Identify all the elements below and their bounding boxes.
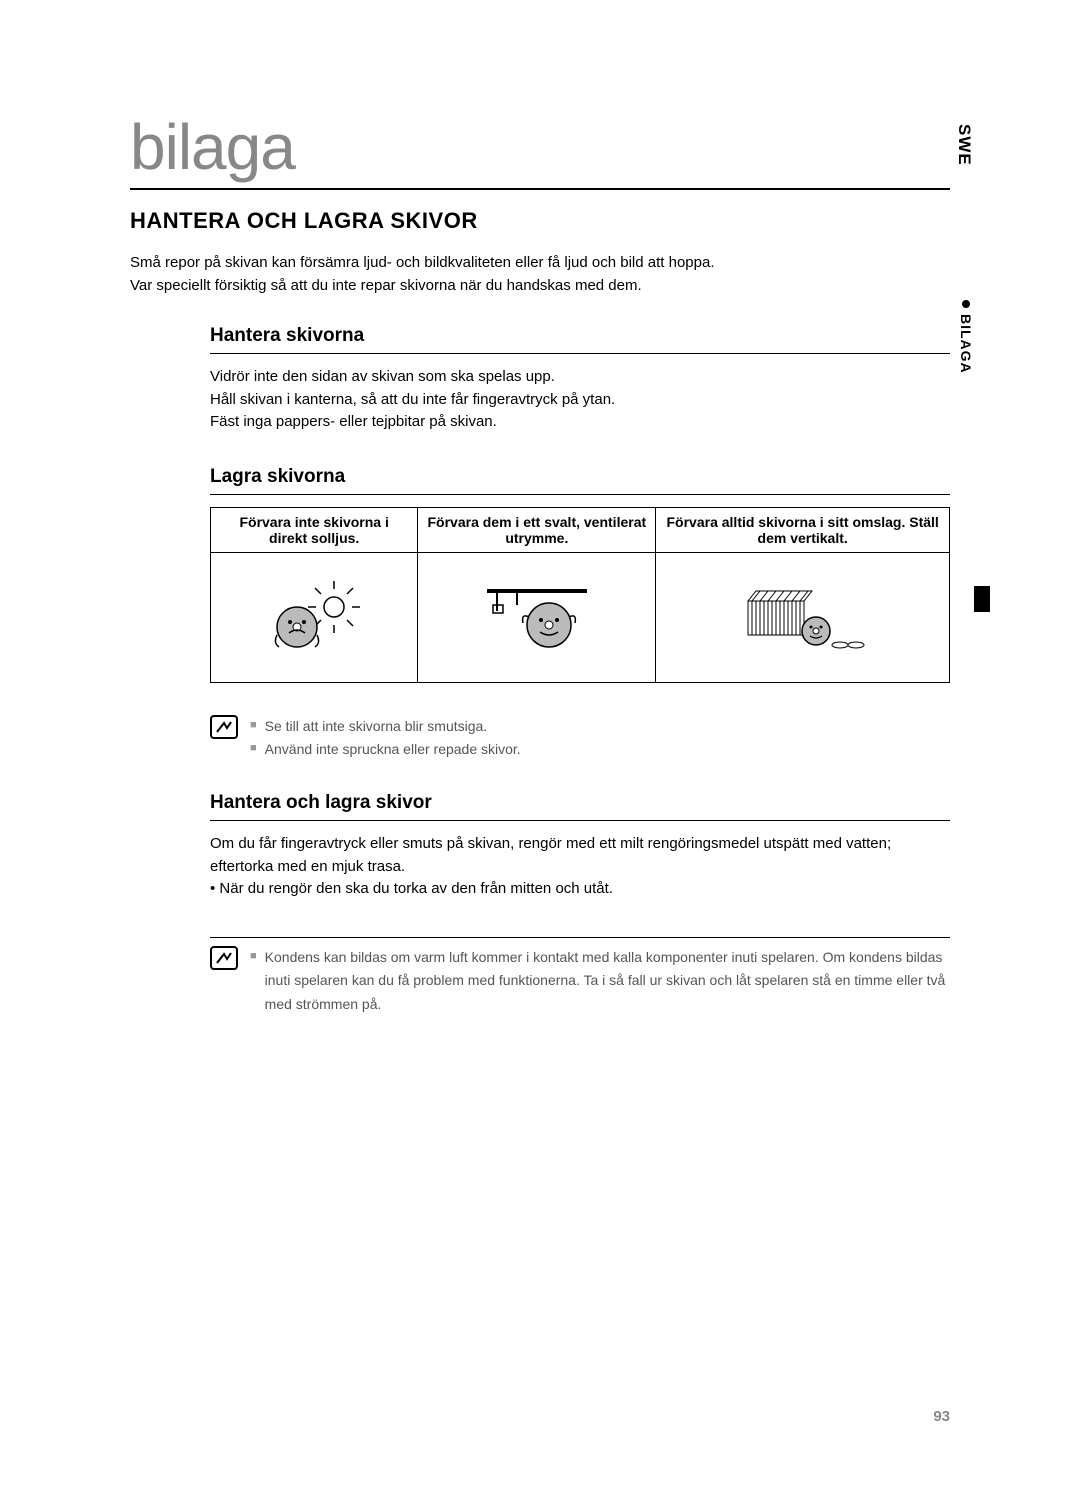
note-text: Se till att inte skivorna blir smutsiga. <box>265 715 488 739</box>
subsection-title: Hantera skivorna <box>210 325 950 354</box>
note-icon <box>210 946 238 970</box>
subsection-title: Hantera och lagra skivor <box>210 792 950 821</box>
note-list: ■ Se till att inte skivorna blir smutsiga… <box>250 715 521 763</box>
body-line: Håll skivan i kanterna, så att du inte f… <box>210 389 950 412</box>
main-heading: HANTERA OCH LAGRA SKIVOR <box>130 208 950 234</box>
note-list: ■Kondens kan bildas om varm luft kommer … <box>250 946 950 1017</box>
section-tab-dot <box>962 300 970 308</box>
intro-line: Var speciellt försiktig så att du inte r… <box>130 275 950 298</box>
body-bullet: • När du rengör den ska du torka av den … <box>210 878 950 901</box>
section-tab-label: BILAGA <box>958 314 974 374</box>
intro-paragraph: Små repor på skivan kan försämra ljud- o… <box>130 252 950 297</box>
note-item: ■ Se till att inte skivorna blir smutsiga… <box>250 715 521 739</box>
subsection-lagra: Lagra skivorna Förvara inte skivorna i d… <box>210 466 950 683</box>
language-tab: SWE <box>954 124 974 166</box>
body-line: Fäst inga pappers- eller tejpbitar på sk… <box>210 411 950 434</box>
table-cell-illustration <box>211 552 418 682</box>
subsection-hantera-lagra: Hantera och lagra skivor Om du får finge… <box>210 792 950 901</box>
note-item: ■Kondens kan bildas om varm luft kommer … <box>250 946 950 1017</box>
bullet-icon: ■ <box>250 715 257 739</box>
table-cell-illustration <box>418 552 656 682</box>
table-header: Förvara alltid skivorna i sitt omslag. S… <box>656 507 950 552</box>
side-black-tab <box>974 586 990 612</box>
note-icon <box>210 715 238 739</box>
body-text: Om du får fingeravtryck eller smuts på s… <box>210 833 950 901</box>
table-image-row <box>211 552 950 682</box>
sun-disc-icon <box>259 575 369 660</box>
table-header: Förvara dem i ett svalt, ventilerat utry… <box>418 507 656 552</box>
page-title: bilaga <box>130 110 950 190</box>
note-text: Använd inte spruckna eller repade skivor… <box>265 738 521 762</box>
table-header: Förvara inte skivorna i direkt solljus. <box>211 507 418 552</box>
note-text: Kondens kan bildas om varm luft kommer i… <box>265 946 950 1017</box>
bullet-icon: ■ <box>250 946 257 1017</box>
page-number: 93 <box>933 1408 950 1425</box>
subsection-title: Lagra skivorna <box>210 466 950 495</box>
note-item: ■ Använd inte spruckna eller repade skivo… <box>250 738 521 762</box>
page-content: SWE BILAGA bilaga HANTERA OCH LAGRA SKIV… <box>0 0 1080 1107</box>
section-tab: BILAGA <box>958 300 974 374</box>
storage-table: Förvara inte skivorna i direkt solljus. … <box>210 507 950 683</box>
case-disc-icon <box>738 575 868 660</box>
vent-disc-icon <box>477 575 597 660</box>
body-line: Om du får fingeravtryck eller smuts på s… <box>210 833 950 878</box>
note-block: ■ Se till att inte skivorna blir smutsiga… <box>210 715 950 763</box>
body-text: Vidrör inte den sidan av skivan som ska … <box>210 366 950 434</box>
subsection-hantera: Hantera skivorna Vidrör inte den sidan a… <box>210 325 950 434</box>
note-block: ■Kondens kan bildas om varm luft kommer … <box>210 937 950 1017</box>
intro-line: Små repor på skivan kan försämra ljud- o… <box>130 252 950 275</box>
table-header-row: Förvara inte skivorna i direkt solljus. … <box>211 507 950 552</box>
body-line: Vidrör inte den sidan av skivan som ska … <box>210 366 950 389</box>
bullet-icon: ■ <box>250 738 257 762</box>
table-cell-illustration <box>656 552 950 682</box>
